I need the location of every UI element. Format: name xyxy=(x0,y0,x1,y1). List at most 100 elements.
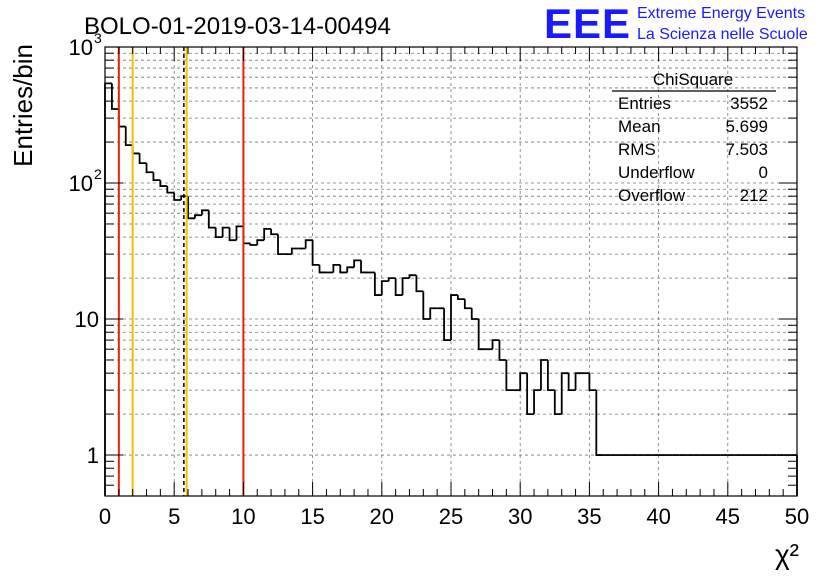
stats-label: Mean xyxy=(618,117,661,136)
x-axis-label: χ² xyxy=(775,539,799,570)
histogram-bin xyxy=(401,277,410,296)
histogram-bin xyxy=(138,153,147,165)
eee-logo: EEE Extreme Energy Events La Scienza nel… xyxy=(544,0,808,47)
histogram-bin xyxy=(588,373,597,392)
histogram-bin xyxy=(145,163,154,174)
stats-box: ChiSquare Entries 3552 Mean 5.699 RMS 7.503 Un… xyxy=(612,70,776,205)
histogram-bin xyxy=(477,319,486,351)
stats-value: 7.503 xyxy=(725,140,768,159)
histogram-bin xyxy=(470,308,479,320)
histogram-bin xyxy=(194,214,202,219)
x-tick-label: 25 xyxy=(439,504,463,529)
histogram-bin xyxy=(318,264,327,274)
stats-title: ChiSquare xyxy=(653,70,733,89)
stats-label: Overflow xyxy=(618,186,686,205)
y-tick-label: 10 xyxy=(69,35,93,60)
x-tick-label: 15 xyxy=(300,504,324,529)
histogram-bin xyxy=(111,83,119,110)
histogram-bin xyxy=(346,266,355,273)
histogram-bin xyxy=(595,390,604,456)
histogram-bin xyxy=(533,389,541,415)
histogram-bin xyxy=(373,272,382,296)
stats-value: 212 xyxy=(740,186,768,205)
stats-label: RMS xyxy=(618,140,656,159)
histogram-bin xyxy=(429,307,438,320)
x-tick-label: 40 xyxy=(646,504,670,529)
histogram-bin xyxy=(546,359,555,392)
histogram-bin xyxy=(277,234,285,256)
histogram-bin xyxy=(498,340,507,361)
x-axis-ticks: 0 5 10 15 20 25 30 35 40 45 50 xyxy=(99,47,809,529)
logo-line-2: La Scienza nelle Scuole xyxy=(637,26,808,43)
y-tick-label: 10 xyxy=(69,171,93,196)
histogram-bin xyxy=(387,277,396,282)
histogram-bin xyxy=(304,239,313,249)
x-tick-label: 5 xyxy=(168,504,180,529)
stats-value: 3552 xyxy=(730,94,768,113)
histogram-bin xyxy=(124,126,133,147)
histogram-bin xyxy=(166,186,175,194)
histogram-bin xyxy=(235,225,244,241)
histogram-bin xyxy=(415,275,424,293)
y-tick-exponent: 2 xyxy=(94,166,102,182)
histogram-bin xyxy=(290,247,299,255)
histogram-bin xyxy=(560,372,569,415)
histogram-bin xyxy=(553,390,562,416)
histogram-bin xyxy=(228,227,237,242)
histogram-bin xyxy=(332,264,341,273)
logo-mark: EEE xyxy=(544,0,631,47)
histogram-bin xyxy=(443,308,451,342)
x-tick-label: 35 xyxy=(577,504,601,529)
histogram-bin xyxy=(249,243,258,246)
histogram-bin xyxy=(408,274,417,279)
chart-title: BOLO-01-2019-03-14-00494 xyxy=(84,13,391,40)
histogram-bin xyxy=(270,228,278,236)
histogram-bin xyxy=(173,192,182,201)
x-tick-label: 10 xyxy=(231,504,255,529)
vertical-markers xyxy=(117,47,245,496)
histogram-bin xyxy=(540,359,548,391)
y-tick-exponent: 3 xyxy=(94,30,102,46)
x-tick-label: 45 xyxy=(716,504,740,529)
histogram-bin xyxy=(187,196,195,220)
histogram-bin xyxy=(519,372,528,391)
histogram-bin xyxy=(491,339,500,350)
histogram-bin xyxy=(567,373,576,392)
stats-value: 0 xyxy=(759,163,768,182)
x-tick-label: 0 xyxy=(99,504,111,529)
y-tick-label: 1 xyxy=(87,443,99,468)
histogram-bin xyxy=(159,180,168,187)
stats-rows: Entries 3552 Mean 5.699 RMS 7.503 Underflow 0 Ov… xyxy=(618,94,768,205)
histogram-bin xyxy=(152,172,161,182)
histogram-bin xyxy=(311,240,320,266)
histogram-bin xyxy=(526,373,535,416)
stats-label: Entries xyxy=(618,94,671,113)
histogram-bin xyxy=(505,359,514,392)
stats-label: Underflow xyxy=(618,163,695,182)
histogram-bin xyxy=(422,291,431,320)
histogram-bin xyxy=(256,239,265,246)
histogram-bin xyxy=(214,227,223,239)
histogram-bin xyxy=(221,226,230,238)
histogram-bin xyxy=(263,227,272,241)
x-tick-label: 30 xyxy=(508,504,532,529)
histogram-bin xyxy=(360,260,368,274)
histogram-bin xyxy=(207,210,216,229)
histogram-bin xyxy=(457,295,465,301)
y-axis-label: Entries/bin xyxy=(8,44,38,167)
histogram-bin xyxy=(353,259,362,268)
histogram-bin xyxy=(339,264,348,274)
y-tick-label: 10 xyxy=(75,307,99,332)
histogram-bin xyxy=(394,278,403,296)
x-tick-label: 20 xyxy=(370,504,394,529)
x-tick-label: 50 xyxy=(785,504,809,529)
histogram-bin xyxy=(574,372,583,391)
stats-value: 5.699 xyxy=(725,117,768,136)
histogram-bin xyxy=(463,299,472,310)
histogram-bin xyxy=(200,209,209,216)
histogram-bin xyxy=(450,294,458,341)
